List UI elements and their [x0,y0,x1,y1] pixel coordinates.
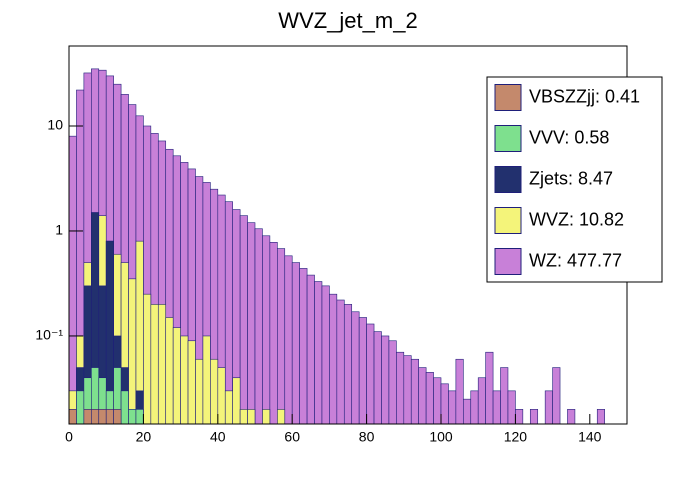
legend-label: Zjets: 8.47 [529,168,613,188]
bar [224,390,233,425]
bar [291,262,300,425]
bar [284,255,293,425]
bar [135,409,144,425]
bar [269,242,278,425]
bar [485,351,494,425]
bar [262,235,271,425]
bar [172,327,181,425]
bar [247,409,256,425]
bar [500,367,509,425]
bar [567,409,576,425]
bar [329,293,338,425]
bar [336,299,345,425]
x-tick-label: 60 [284,429,300,445]
bar [105,409,114,425]
bar [254,228,263,425]
bar [351,311,360,425]
bar [143,293,152,425]
x-tick-label: 80 [359,429,375,445]
bar [83,409,92,425]
x-tick-label: 40 [210,429,226,445]
bar [68,409,77,425]
bar [529,409,539,425]
bar [157,304,167,425]
bar [232,377,241,425]
x-tick-label: 120 [504,429,528,445]
bar [448,390,457,425]
legend-swatch [494,248,522,275]
chart-title: WVZ_jet_m_2 [278,8,417,33]
bar [247,222,256,425]
bar [403,355,412,425]
bar [418,367,427,425]
y-tick-label: 1 [55,222,63,238]
x-tick-label: 20 [136,429,152,445]
bar [98,409,107,425]
bar [91,409,100,425]
bar [120,390,129,425]
legend-swatch [494,207,522,234]
bar [373,331,382,425]
bar [128,409,137,425]
bar [492,390,501,425]
bar [552,367,561,425]
bar [596,409,605,425]
bar [321,285,330,425]
legend-label: VVV: 0.58 [529,127,609,147]
bar [195,358,204,425]
bar [180,335,189,425]
bar [128,278,137,425]
bar [366,323,375,425]
bar [165,317,174,425]
bar [358,317,367,425]
bar [239,409,248,425]
bar [477,377,486,425]
x-tick-label: 0 [65,429,73,445]
bar [306,274,315,425]
bar [433,377,442,425]
bar [113,409,122,425]
bar [470,390,479,425]
legend-label: WVZ: 10.82 [529,209,624,229]
bar [463,398,472,425]
bar [410,358,419,425]
bar [388,340,397,425]
legend-label: VBSZZjj: 0.41 [529,86,640,106]
bar [396,351,405,425]
bar [76,390,85,425]
bar [202,335,211,425]
bar [150,304,159,425]
y-tick-label: 10⁻¹ [35,327,63,343]
bar [210,358,219,425]
bar [262,409,271,425]
legend-swatch [494,84,522,111]
bar [314,281,323,425]
bar [440,383,449,425]
bar [277,409,286,425]
y-tick-label: 10 [47,117,63,133]
x-tick-label: 140 [578,429,602,445]
legend-label: WZ: 477.77 [529,250,622,270]
bar [381,335,390,425]
x-tick-label: 100 [429,429,453,445]
legend-swatch [494,125,522,152]
bar [515,409,524,425]
bar [187,340,196,425]
bar [544,390,553,425]
bar [68,135,77,425]
bar [343,304,353,425]
bar [425,372,434,425]
bar [217,367,226,425]
bar [299,268,308,425]
bar [455,358,464,425]
bar [277,248,286,425]
legend-swatch [494,166,522,193]
bar [239,215,248,425]
bar [507,390,516,425]
